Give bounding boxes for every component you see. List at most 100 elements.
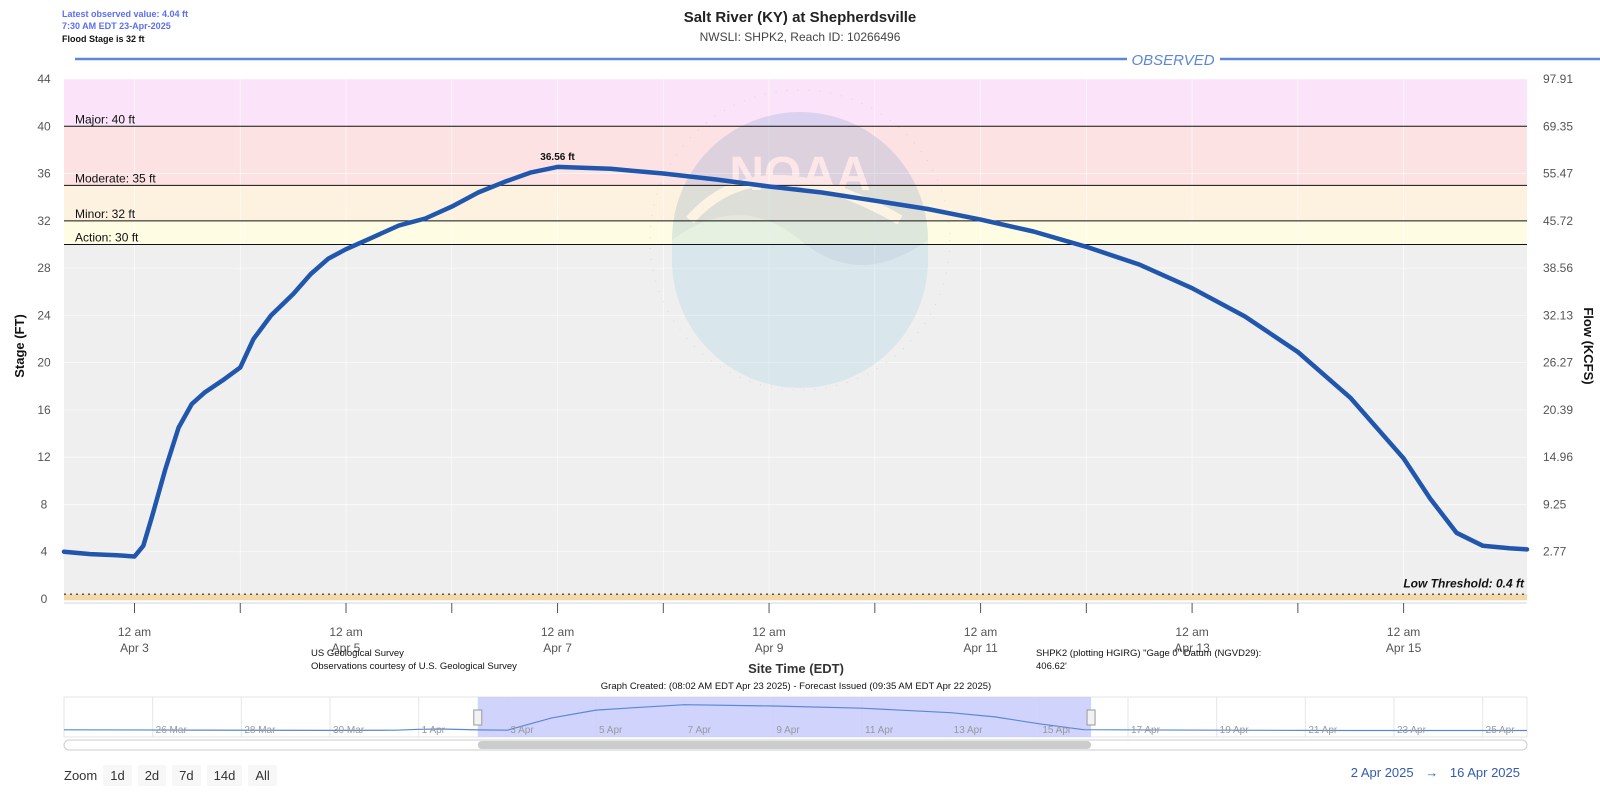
low-threshold: Low Threshold: 0.4 ft [64, 576, 1527, 601]
flow-tick-label: 9.25 [1543, 497, 1567, 511]
x-tick-label-time: 12 am [752, 625, 785, 639]
y-tick-label: 20 [37, 356, 51, 370]
chart-title: Salt River (KY) at Shepherdsville [684, 9, 917, 26]
navigator-handle-left[interactable] [473, 709, 483, 726]
flow-tick-label: 45.72 [1543, 214, 1573, 228]
navigator-label: 26 Mar [156, 725, 188, 736]
y-tick-label: 12 [37, 450, 51, 464]
y-tick-label: 40 [37, 119, 51, 133]
navigator[interactable]: 26 Mar 28 Mar 30 Mar 1 Apr 3 Apr 5 Apr 7 Apr 9 … [63, 696, 1528, 751]
flood-stage-note: Flood Stage is 32 ft [62, 34, 145, 44]
peak-label: 36.56 ft [540, 152, 575, 163]
flow-tick-label: 38.56 [1543, 261, 1573, 275]
flow-tick-label: 69.35 [1543, 119, 1573, 133]
flow-tick-label: 55.47 [1543, 167, 1573, 181]
x-axis-title: Site Time (EDT) [748, 661, 844, 676]
y-tick-label: 28 [37, 261, 51, 275]
navigator-scrollbar-thumb[interactable] [477, 741, 1092, 749]
navigator-series [63, 704, 1527, 732]
minor-threshold-label: Minor: 32 ft [75, 207, 136, 221]
flow-tick-label: 2.77 [1543, 545, 1567, 559]
navigator-label: 28 Mar [244, 725, 276, 736]
navigator-handle-right[interactable] [1086, 709, 1096, 726]
x-tick-label-time: 12 am [541, 625, 574, 639]
source-line-2: Observations courtesy of U.S. Geological… [311, 661, 517, 672]
navigator-label: 25 Apr [1486, 725, 1516, 736]
chart-subtitle: NWSLI: SHPK2, Reach ID: 10266496 [700, 30, 901, 44]
flow-tick-label: 97.91 [1543, 72, 1573, 86]
navigator-label: 15 Apr [1042, 725, 1072, 736]
zoom-label: Zoom [64, 768, 98, 783]
flood-category-bands [64, 79, 1527, 600]
y-tick-label: 16 [37, 403, 51, 417]
flow-tick-label: 26.27 [1543, 356, 1573, 370]
x-tick-label-date: Apr 11 [963, 641, 998, 655]
datum-line-2: 406.62' [1036, 661, 1067, 672]
date-range: 2 Apr 2025 → 16 Apr 2025 [1347, 765, 1524, 780]
low-threshold-label: Low Threshold: 0.4 ft [1403, 576, 1525, 590]
navigator-labels: 26 Mar 28 Mar 30 Mar 1 Apr 3 Apr 5 Apr 7 Apr 9 … [156, 725, 1516, 736]
observed-label: OBSERVED [1131, 52, 1214, 69]
navigator-label: 23 Apr [1397, 725, 1427, 736]
zoom-2d-button[interactable]: 2d [137, 765, 167, 786]
zoom-7d-button[interactable]: 7d [172, 765, 201, 786]
navigator-label: 13 Apr [954, 725, 984, 736]
y-tick-label: 4 [41, 545, 48, 559]
band-major [64, 79, 1527, 127]
navigator-label: 5 Apr [599, 725, 623, 736]
flow-tick-label: 14.96 [1543, 450, 1573, 464]
navigator-label: 3 Apr [510, 725, 534, 736]
y-tick-label: 8 [41, 497, 48, 511]
x-tick-label-date: Apr 15 [1386, 641, 1422, 655]
x-tick-label-time: 12 am [964, 625, 997, 639]
range-arrow: → [1425, 765, 1439, 780]
x-tick-label-date: Apr 3 [120, 641, 149, 655]
moderate-threshold-label: Moderate: 35 ft [75, 171, 156, 185]
y-axis-right-title: Flow (KCFS) [1581, 307, 1596, 384]
y-axis-left: 0 4 8 12 16 20 24 28 32 36 40 44 [37, 72, 51, 606]
navigator-label: 30 Mar [333, 725, 365, 736]
x-tick-label-date: Apr 5 [332, 641, 361, 655]
y-tick-label: 0 [41, 592, 48, 606]
x-tick-label-time: 12 am [118, 625, 151, 639]
latest-observed-time: 7:30 AM EDT 23-Apr-2025 [62, 21, 171, 31]
y-axis-right: 2.77 9.25 14.96 20.39 26.27 32.13 38.56 45.72 55… [1543, 72, 1573, 559]
navigator-label: 9 Apr [776, 725, 800, 736]
y-tick-label: 44 [37, 72, 51, 86]
y-tick-label: 36 [37, 167, 51, 181]
navigator-label: 17 Apr [1131, 725, 1161, 736]
zoom-1d-button[interactable]: 1d [103, 765, 132, 786]
x-tick-label-date: Apr 13 [1174, 641, 1210, 655]
graph-created: Graph Created: (08:02 AM EDT Apr 23 2025… [601, 681, 991, 692]
datum-line-1: SHPK2 (plotting HGIRG) "Gage 0" Datum (N… [1036, 648, 1261, 659]
navigator-label: 7 Apr [688, 725, 712, 736]
band-normal [64, 244, 1527, 600]
latest-observed-value: Latest observed value: 4.04 ft [62, 9, 189, 19]
zoom-controls: Zoom 1d 2d 7d 14d All [64, 765, 277, 786]
range-to[interactable]: 16 Apr 2025 [1449, 765, 1520, 780]
zoom-all-button[interactable]: All [248, 765, 277, 786]
source-line-1: US Geological Survey [311, 648, 404, 659]
band-action [64, 220, 1527, 245]
flow-tick-label: 32.13 [1543, 308, 1573, 322]
x-tick-label-time: 12 am [1387, 625, 1420, 639]
navigator-label: 19 Apr [1220, 725, 1250, 736]
flood-threshold-lines: Major: 40 ft Moderate: 35 ft Minor: 32 ft A… [64, 112, 1527, 245]
navigator-selection[interactable] [477, 697, 1092, 737]
y-axis-title: Stage (FT) [12, 314, 27, 378]
action-threshold-label: Action: 30 ft [75, 230, 139, 244]
major-threshold-label: Major: 40 ft [75, 112, 136, 126]
navigator-label: 1 Apr [422, 725, 446, 736]
observed-stage-series [61, 164, 1530, 559]
x-tick-label-time: 12 am [329, 625, 362, 639]
x-tick-label-date: Apr 7 [543, 641, 572, 655]
range-from[interactable]: 2 Apr 2025 [1350, 765, 1414, 780]
y-tick-label: 32 [37, 214, 51, 228]
x-tick-label-date: Apr 9 [755, 641, 784, 655]
x-axis: 12 am Apr 3 12 am Apr 5 12 am Apr 7 12 am Apr 9… [64, 602, 1527, 655]
flow-tick-label: 20.39 [1543, 403, 1573, 417]
noaa-watermark: NOAA [649, 89, 951, 391]
band-moderate [64, 126, 1527, 186]
zoom-14d-button[interactable]: 14d [206, 765, 243, 786]
